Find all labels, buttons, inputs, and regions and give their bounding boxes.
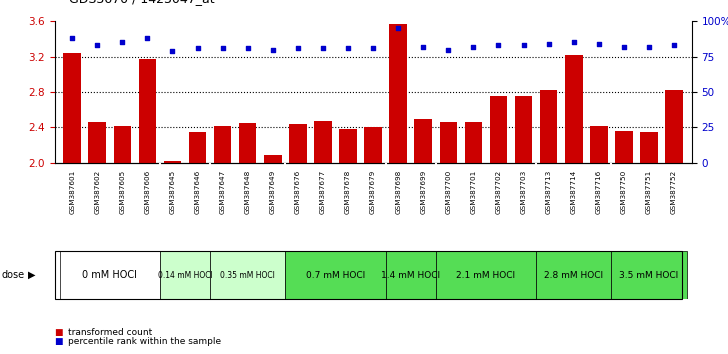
Text: GSM387648: GSM387648 <box>245 170 250 214</box>
Point <box>191 45 203 51</box>
Text: GSM387649: GSM387649 <box>270 170 276 214</box>
Bar <box>114 126 131 340</box>
Text: GSM387716: GSM387716 <box>596 170 602 214</box>
Bar <box>285 251 386 299</box>
Bar <box>615 131 633 340</box>
Point <box>543 41 555 47</box>
Bar <box>565 55 582 340</box>
Bar <box>515 96 532 340</box>
Bar <box>640 132 657 340</box>
Point <box>568 40 579 45</box>
Bar <box>164 161 181 340</box>
Text: GSM387677: GSM387677 <box>320 170 326 214</box>
Point <box>493 42 505 48</box>
Bar <box>389 24 407 340</box>
Point <box>317 45 329 51</box>
Point <box>167 48 178 54</box>
Point <box>141 35 153 41</box>
Text: GSM387679: GSM387679 <box>370 170 376 214</box>
Text: GSM387700: GSM387700 <box>446 170 451 214</box>
Bar <box>339 129 357 340</box>
Text: GSM387678: GSM387678 <box>345 170 351 214</box>
Point <box>368 45 379 51</box>
Bar <box>160 251 210 299</box>
Bar <box>536 251 612 299</box>
Text: 3.5 mM HOCl: 3.5 mM HOCl <box>620 271 678 280</box>
Point <box>116 40 128 45</box>
Bar <box>60 251 160 299</box>
Point <box>392 25 404 31</box>
Text: 0.14 mM HOCl: 0.14 mM HOCl <box>158 271 213 280</box>
Text: 1.4 mM HOCl: 1.4 mM HOCl <box>381 271 440 280</box>
Text: GSM387605: GSM387605 <box>119 170 125 214</box>
Bar <box>289 124 306 340</box>
Bar <box>590 126 608 340</box>
Text: GSM387647: GSM387647 <box>220 170 226 214</box>
Point <box>342 45 354 51</box>
Text: GSM387699: GSM387699 <box>420 170 427 214</box>
Text: GSM387703: GSM387703 <box>521 170 526 214</box>
Bar <box>364 126 382 340</box>
Bar <box>665 90 683 340</box>
Bar <box>540 90 558 340</box>
Bar <box>214 126 232 340</box>
Bar <box>210 251 285 299</box>
Text: 2.8 mM HOCl: 2.8 mM HOCl <box>544 271 604 280</box>
Text: GSM387701: GSM387701 <box>470 170 476 214</box>
Text: GDS3670 / 1423047_at: GDS3670 / 1423047_at <box>69 0 215 5</box>
Point <box>66 35 78 41</box>
Point <box>618 44 630 50</box>
Point <box>643 44 654 50</box>
Text: GSM387602: GSM387602 <box>94 170 100 214</box>
Bar <box>138 59 157 340</box>
Bar <box>264 155 282 340</box>
Bar <box>414 119 432 340</box>
Bar <box>386 251 436 299</box>
Bar <box>436 251 536 299</box>
Text: GSM387676: GSM387676 <box>295 170 301 214</box>
Point <box>668 42 680 48</box>
Bar <box>239 123 256 340</box>
Text: dose: dose <box>1 270 25 280</box>
Point <box>518 42 529 48</box>
Bar <box>63 53 81 340</box>
Point <box>242 45 253 51</box>
Text: 2.1 mM HOCl: 2.1 mM HOCl <box>456 271 515 280</box>
Bar <box>89 122 106 340</box>
Bar <box>612 251 687 299</box>
Bar <box>189 132 206 340</box>
Text: GSM387713: GSM387713 <box>546 170 552 214</box>
Bar <box>314 121 332 340</box>
Bar <box>490 96 507 340</box>
Text: GSM387702: GSM387702 <box>496 170 502 214</box>
Bar <box>464 122 482 340</box>
Point <box>593 41 605 47</box>
Text: GSM387752: GSM387752 <box>671 170 677 214</box>
Point <box>92 42 103 48</box>
Text: 0 mM HOCl: 0 mM HOCl <box>82 270 137 280</box>
Text: GSM387606: GSM387606 <box>144 170 151 214</box>
Text: GSM387601: GSM387601 <box>69 170 75 214</box>
Bar <box>440 122 457 340</box>
Text: percentile rank within the sample: percentile rank within the sample <box>68 337 221 346</box>
Text: 0.7 mM HOCl: 0.7 mM HOCl <box>306 271 365 280</box>
Text: GSM387750: GSM387750 <box>621 170 627 214</box>
Text: ■: ■ <box>55 337 63 346</box>
Text: transformed count: transformed count <box>68 328 152 337</box>
Text: GSM387698: GSM387698 <box>395 170 401 214</box>
Point <box>443 47 454 52</box>
Point <box>417 44 429 50</box>
Text: ■: ■ <box>55 328 63 337</box>
Text: GSM387646: GSM387646 <box>194 170 200 214</box>
Text: GSM387751: GSM387751 <box>646 170 652 214</box>
Point <box>467 44 479 50</box>
Text: 0.35 mM HOCl: 0.35 mM HOCl <box>221 271 275 280</box>
Text: GSM387714: GSM387714 <box>571 170 577 214</box>
Point <box>217 45 229 51</box>
Text: ▶: ▶ <box>28 270 35 280</box>
Point <box>267 47 279 52</box>
Text: GSM387645: GSM387645 <box>170 170 175 214</box>
Point <box>292 45 304 51</box>
